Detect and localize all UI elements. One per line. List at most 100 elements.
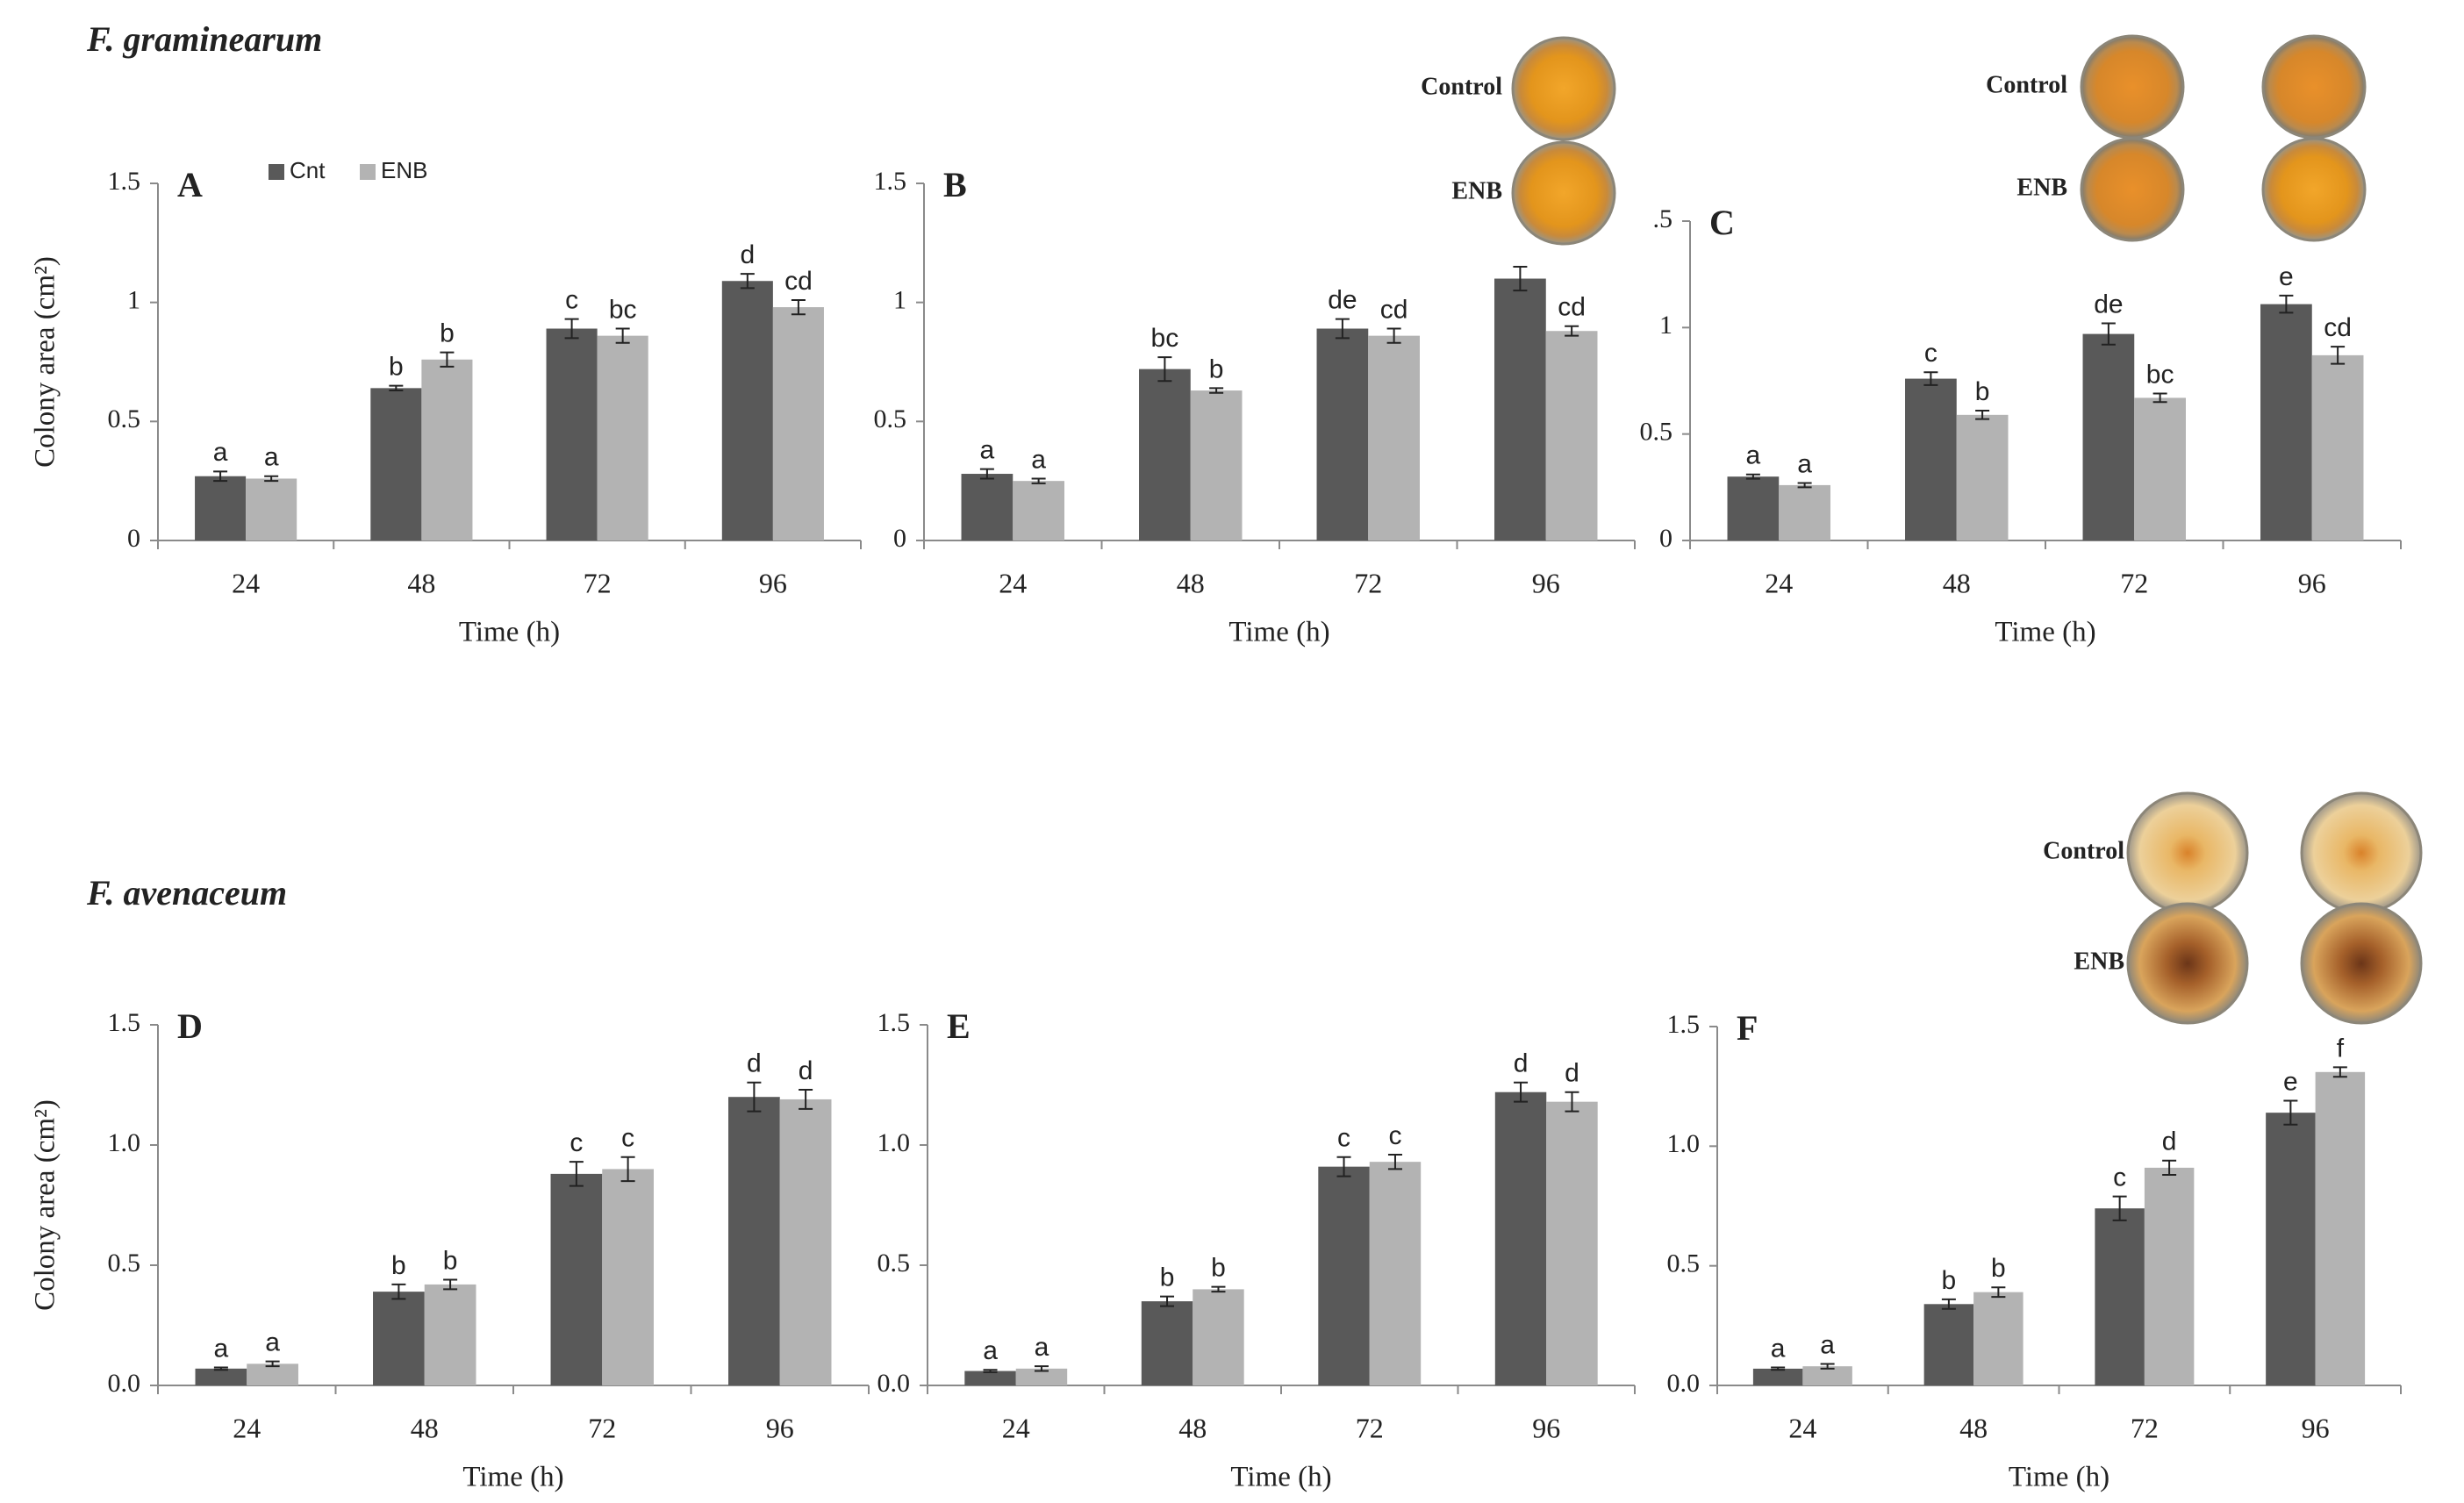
y-tick-label: 0.5 (108, 404, 141, 433)
y-tick-label: 0.5 (874, 404, 907, 433)
bar (961, 474, 1014, 540)
significance-letter: b (1209, 354, 1224, 383)
x-axis-label: Time (h) (459, 617, 560, 648)
significance-letter: a (1031, 445, 1046, 474)
x-tick-label: 72 (1354, 567, 1382, 598)
legend-label: ENB (381, 157, 427, 183)
bar (1752, 1368, 1803, 1385)
significance-letter: cd (1380, 295, 1408, 324)
significance-letter: b (1942, 1266, 1957, 1295)
y-tick-label: 1.0 (877, 1128, 911, 1157)
bar (1545, 331, 1598, 540)
bar (1905, 378, 1957, 540)
x-axis-label: Time (h) (1995, 617, 2095, 648)
y-tick-label: .5 (1653, 204, 1673, 233)
bar (728, 1097, 780, 1385)
x-axis-label: Time (h) (2009, 1462, 2109, 1493)
x-tick-label: 48 (411, 1412, 439, 1443)
significance-letter: a (264, 443, 279, 472)
petri-dish-photo (1511, 140, 1616, 246)
x-tick-label: 72 (1356, 1412, 1384, 1443)
inset-label: ENB (2016, 174, 2067, 201)
petri-dish-photo (2300, 791, 2423, 914)
panel-label: E (947, 1006, 971, 1046)
bar (1141, 1301, 1193, 1385)
significance-letter: a (213, 438, 228, 467)
y-tick-label: 1.5 (108, 167, 141, 196)
significance-letter: f (2337, 1034, 2345, 1063)
significance-letter: c (1388, 1121, 1401, 1150)
x-tick-label: 24 (233, 1412, 261, 1443)
significance-letter: b (1975, 377, 1990, 406)
x-axis-label: Time (h) (1230, 1462, 1331, 1493)
bar (1013, 481, 1064, 540)
panel-label: C (1709, 203, 1735, 242)
significance-letter: a (1771, 1334, 1786, 1363)
y-axis-label: Colony area (cm²) (30, 1099, 61, 1311)
significance-letter: b (1991, 1254, 2006, 1283)
x-tick-label: 96 (1532, 1412, 1560, 1443)
bar (1368, 335, 1420, 540)
legend-swatch (269, 164, 284, 180)
bar (1494, 1091, 1547, 1385)
significance-letter: b (389, 353, 404, 382)
inset-label: Control (2043, 837, 2124, 864)
bar (2134, 397, 2186, 540)
bar (2311, 354, 2364, 540)
significance-letter: d (1514, 1049, 1529, 1078)
y-tick-label: 0 (127, 524, 140, 553)
significance-letter: a (214, 1334, 229, 1363)
significance-letter: c (621, 1124, 634, 1153)
significance-letter: bc (609, 295, 637, 324)
bar (964, 1371, 1016, 1385)
inset-label: ENB (1451, 177, 1502, 204)
bar (2095, 1208, 2145, 1385)
bar (195, 1368, 247, 1385)
significance-letter: b (1160, 1263, 1175, 1292)
x-tick-label: 48 (407, 567, 435, 598)
x-tick-label: 24 (1002, 1412, 1030, 1443)
x-tick-label: 48 (1959, 1412, 1988, 1443)
significance-letter: c (569, 1128, 583, 1157)
petri-dish-photo (2080, 137, 2185, 242)
panel-label: B (943, 165, 967, 204)
bar (1727, 476, 1780, 540)
bar (1369, 1162, 1422, 1385)
bar (2144, 1167, 2195, 1385)
bar (1193, 1289, 1244, 1385)
significance-letter: a (1820, 1330, 1835, 1359)
bar (721, 281, 773, 540)
significance-letter: a (983, 1336, 998, 1365)
petri-dish-photo (2261, 137, 2367, 242)
significance-letter: a (1797, 449, 1812, 478)
significance-letter: de (1328, 286, 1357, 315)
petri-dish-photo (2126, 902, 2249, 1025)
x-tick-label: 24 (1788, 1412, 1816, 1443)
bar (2315, 1071, 2366, 1385)
panel-label: F (1737, 1008, 1758, 1048)
y-tick-label: 1 (127, 286, 140, 315)
significance-letter: cd (2324, 313, 2352, 342)
significance-letter: c (2113, 1163, 2126, 1192)
y-tick-label: 1.5 (874, 167, 907, 196)
x-tick-label: 96 (1532, 567, 1560, 598)
bar (1316, 328, 1369, 540)
x-axis-label: Time (h) (1228, 617, 1329, 648)
bar (779, 1099, 832, 1385)
significance-letter: bc (1151, 324, 1179, 353)
x-tick-label: 96 (2302, 1412, 2330, 1443)
bar (1015, 1368, 1068, 1385)
bar (195, 476, 247, 540)
x-tick-label: 24 (1765, 567, 1793, 598)
section-title: F. graminearum (86, 19, 322, 59)
x-tick-label: 72 (2120, 567, 2148, 598)
petri-dish-photo (2300, 902, 2423, 1025)
bar (1802, 1366, 1852, 1385)
significance-letter: e (2279, 262, 2294, 291)
x-tick-label: 48 (1177, 567, 1205, 598)
y-tick-label: 0.0 (877, 1369, 911, 1398)
bar (602, 1169, 654, 1385)
bar (1494, 278, 1546, 540)
significance-letter: d (1565, 1059, 1579, 1088)
